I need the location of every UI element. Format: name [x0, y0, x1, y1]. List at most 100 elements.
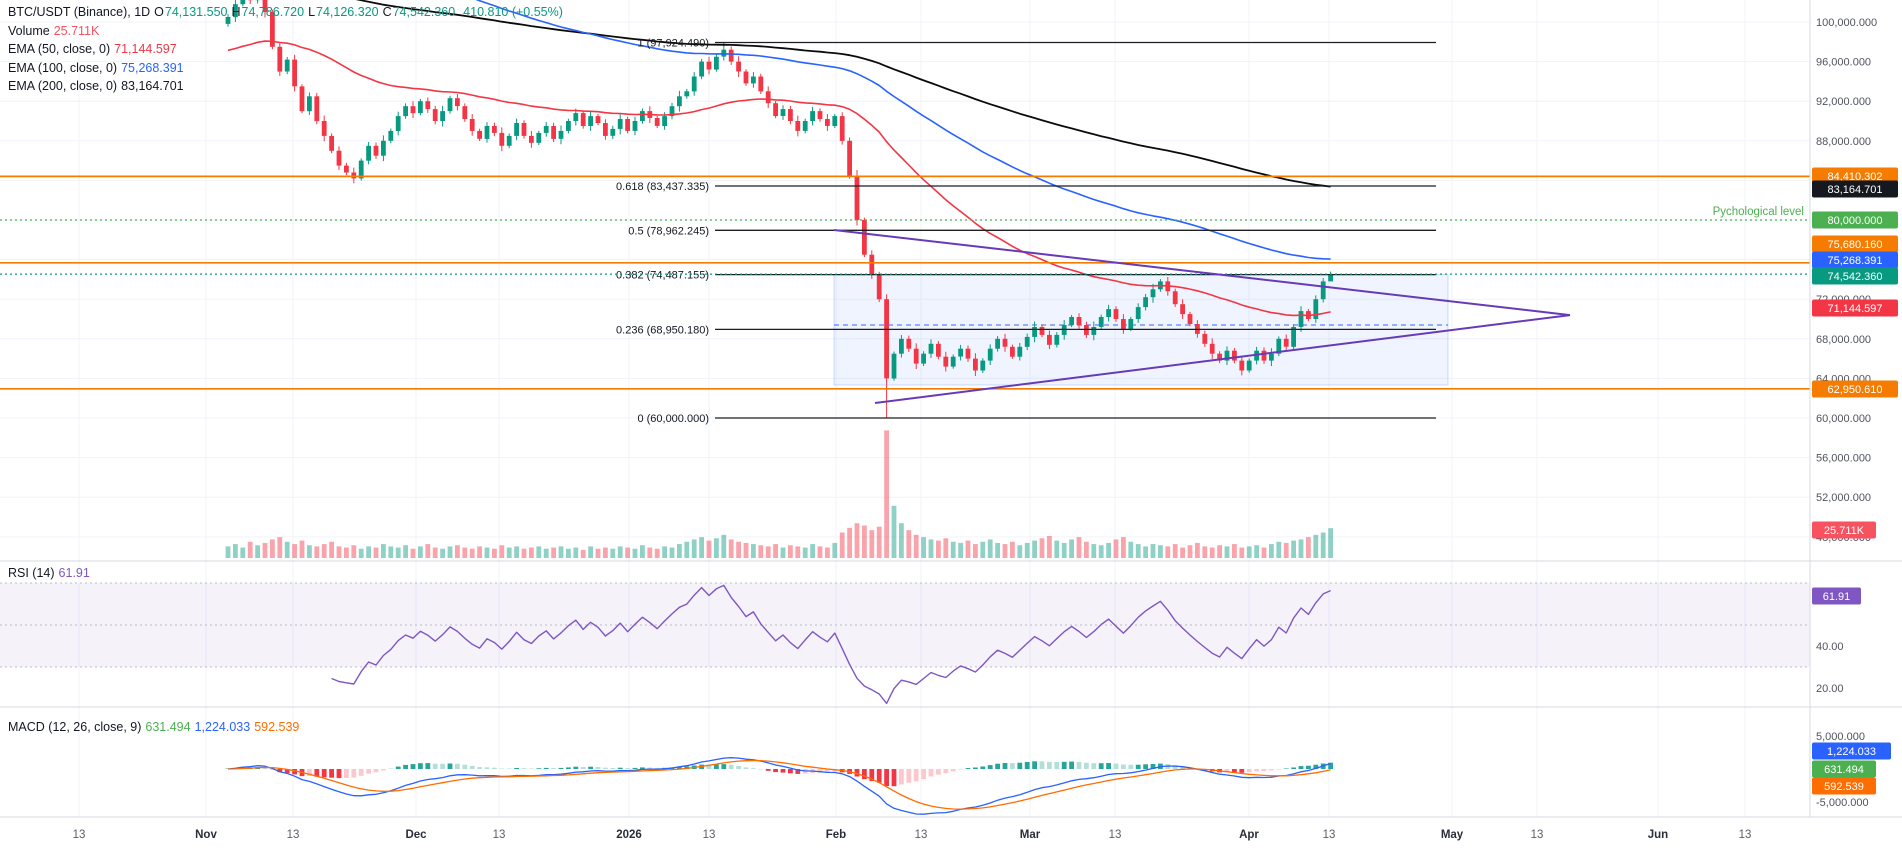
candle	[958, 344, 963, 361]
candle	[403, 103, 408, 119]
triangle-upper-trendline	[833, 229, 1571, 317]
close-label: C	[382, 5, 392, 20]
candle	[1209, 338, 1215, 360]
low-label: L	[308, 5, 316, 20]
ema50-line[interactable]	[227, 40, 1331, 317]
macd-signal-line[interactable]	[227, 759, 1331, 810]
ema100-label: EMA (100, close, 0)	[8, 60, 118, 75]
price-axis-tick: 100,000.000	[1816, 17, 1877, 29]
fib-retracement[interactable]: 1 (97,924.490) 0.618 (83,437.335) 0.5 (78,…	[616, 38, 1436, 426]
macd-legend-row[interactable]: MACD (12, 26, close, 9) 631.494 1,224.03…	[8, 718, 303, 737]
candle	[1172, 288, 1178, 307]
axis-price-badge: 62,950.610	[1812, 380, 1898, 398]
candle	[255, 0, 260, 4]
low-value: 74,126.320	[316, 5, 379, 20]
chart-pane-surface[interactable]	[0, 0, 1810, 817]
candle	[1106, 304, 1111, 322]
axis-price-badge: 71,144.597	[1812, 299, 1898, 317]
candle	[225, 14, 231, 27]
axis-price-badge: 75,680.160	[1812, 235, 1898, 253]
high-label: H	[231, 5, 241, 20]
svg-text:592.539: 592.539	[1824, 781, 1864, 793]
candle	[854, 170, 860, 226]
open-value: 74,131.550	[164, 5, 228, 20]
rsi-pane	[0, 582, 1810, 705]
candle	[743, 69, 749, 86]
ema200-label: EMA (200, close, 0)	[8, 79, 118, 94]
time-axis-label: Nov	[195, 829, 217, 841]
candle	[1032, 321, 1037, 343]
candle	[1047, 330, 1052, 350]
candle	[462, 103, 468, 122]
open-label: O	[154, 5, 164, 20]
svg-text:74,542.360: 74,542.360	[1827, 271, 1882, 283]
ema200-line[interactable]	[228, 0, 1331, 188]
svg-text:1,224.033: 1,224.033	[1827, 746, 1876, 758]
macd-legend[interactable]: MACD (12, 26, close, 9) 631.494 1,224.03…	[8, 718, 303, 737]
time-axis-label: 13	[1109, 829, 1122, 841]
time-axis-label: 13	[73, 829, 86, 841]
candle	[580, 110, 586, 129]
candle	[1143, 294, 1148, 311]
rsi-legend[interactable]: RSI (14) 61.91	[8, 564, 94, 583]
candle	[1202, 330, 1208, 347]
svg-text:83,164.701: 83,164.701	[1827, 184, 1882, 196]
candle	[1180, 299, 1185, 319]
candle	[1128, 316, 1134, 332]
ema200-legend-row[interactable]: EMA (200, close, 0) 83,164.701	[8, 77, 567, 96]
macd-axis-tick: 5,000.000	[1816, 731, 1865, 743]
candle	[736, 56, 741, 77]
candle	[788, 105, 793, 125]
candle	[314, 93, 320, 125]
psychological-level-label: Pychological level	[1713, 206, 1804, 218]
ema50-legend-row[interactable]: EMA (50, close, 0) 71,144.597	[8, 40, 567, 59]
price-axis-scale[interactable]	[1810, 0, 1902, 817]
volume-legend-row[interactable]: Volume 25.711K	[8, 22, 567, 41]
candle	[1024, 333, 1030, 350]
candle	[418, 99, 423, 116]
candle	[543, 122, 549, 137]
candle	[551, 122, 556, 143]
rsi-line[interactable]	[331, 584, 1331, 705]
candle	[284, 56, 290, 75]
candle	[773, 101, 778, 119]
svg-text:75,268.391: 75,268.391	[1827, 255, 1882, 267]
rsi-axis-tick: 40.00	[1816, 641, 1844, 653]
price-axis-tick: 56,000.000	[1816, 453, 1871, 465]
volume-bars	[225, 430, 1333, 558]
price-axis-tick: 60,000.000	[1816, 413, 1871, 425]
time-axis[interactable]: 13 Nov 13 Dec 13 2026 13 Feb 13 Mar 13 Apr 13 May 13 Ju…	[0, 818, 1902, 851]
time-axis-label: May	[1441, 829, 1464, 841]
time-axis-scale[interactable]	[0, 817, 1902, 851]
candle	[684, 88, 690, 99]
candle	[262, 0, 268, 18]
price-axis[interactable]: 100,000.000 96,000.000 92,000.000 88,000.00…	[1812, 17, 1898, 809]
horizontal-price-lines[interactable]: Pychological level	[0, 175, 1810, 390]
candle	[321, 115, 327, 142]
candle	[388, 128, 394, 144]
axis-price-badge: 84,410.302	[1812, 167, 1898, 185]
candle	[469, 114, 475, 136]
candle	[329, 133, 334, 154]
candle	[233, 0, 238, 22]
open-pair: O 74,131.550	[154, 5, 227, 19]
fib-level-label: 0.618 (83,437.335)	[616, 181, 709, 193]
candle	[1313, 295, 1319, 323]
svg-text:25.711K: 25.711K	[1824, 525, 1865, 537]
ema100-legend-row[interactable]: EMA (100, close, 0) 75,268.391	[8, 59, 567, 78]
pane-separators	[0, 0, 1902, 818]
change-value: 410.810 (+0.55%)	[463, 5, 563, 20]
rsi-label: RSI (14)	[8, 566, 55, 581]
candle	[566, 118, 571, 134]
rsi-legend-row[interactable]: RSI (14) 61.91	[8, 564, 94, 583]
ema100-line[interactable]	[228, 0, 1331, 260]
symbol-ohlc-row[interactable]: BTC/USDT (Binance), 1D O 74,131.550 H 74,7…	[8, 3, 567, 22]
triangle-pattern[interactable]	[833, 229, 1571, 404]
time-axis-label: Jun	[1648, 829, 1668, 841]
main-symbol-legend[interactable]: BTC/USDT (Binance), 1D O 74,131.550 H 74,7…	[8, 3, 567, 96]
candle	[625, 116, 630, 134]
axis-price-badge: 75,268.391	[1812, 251, 1898, 269]
macd-line[interactable]	[227, 757, 1331, 815]
